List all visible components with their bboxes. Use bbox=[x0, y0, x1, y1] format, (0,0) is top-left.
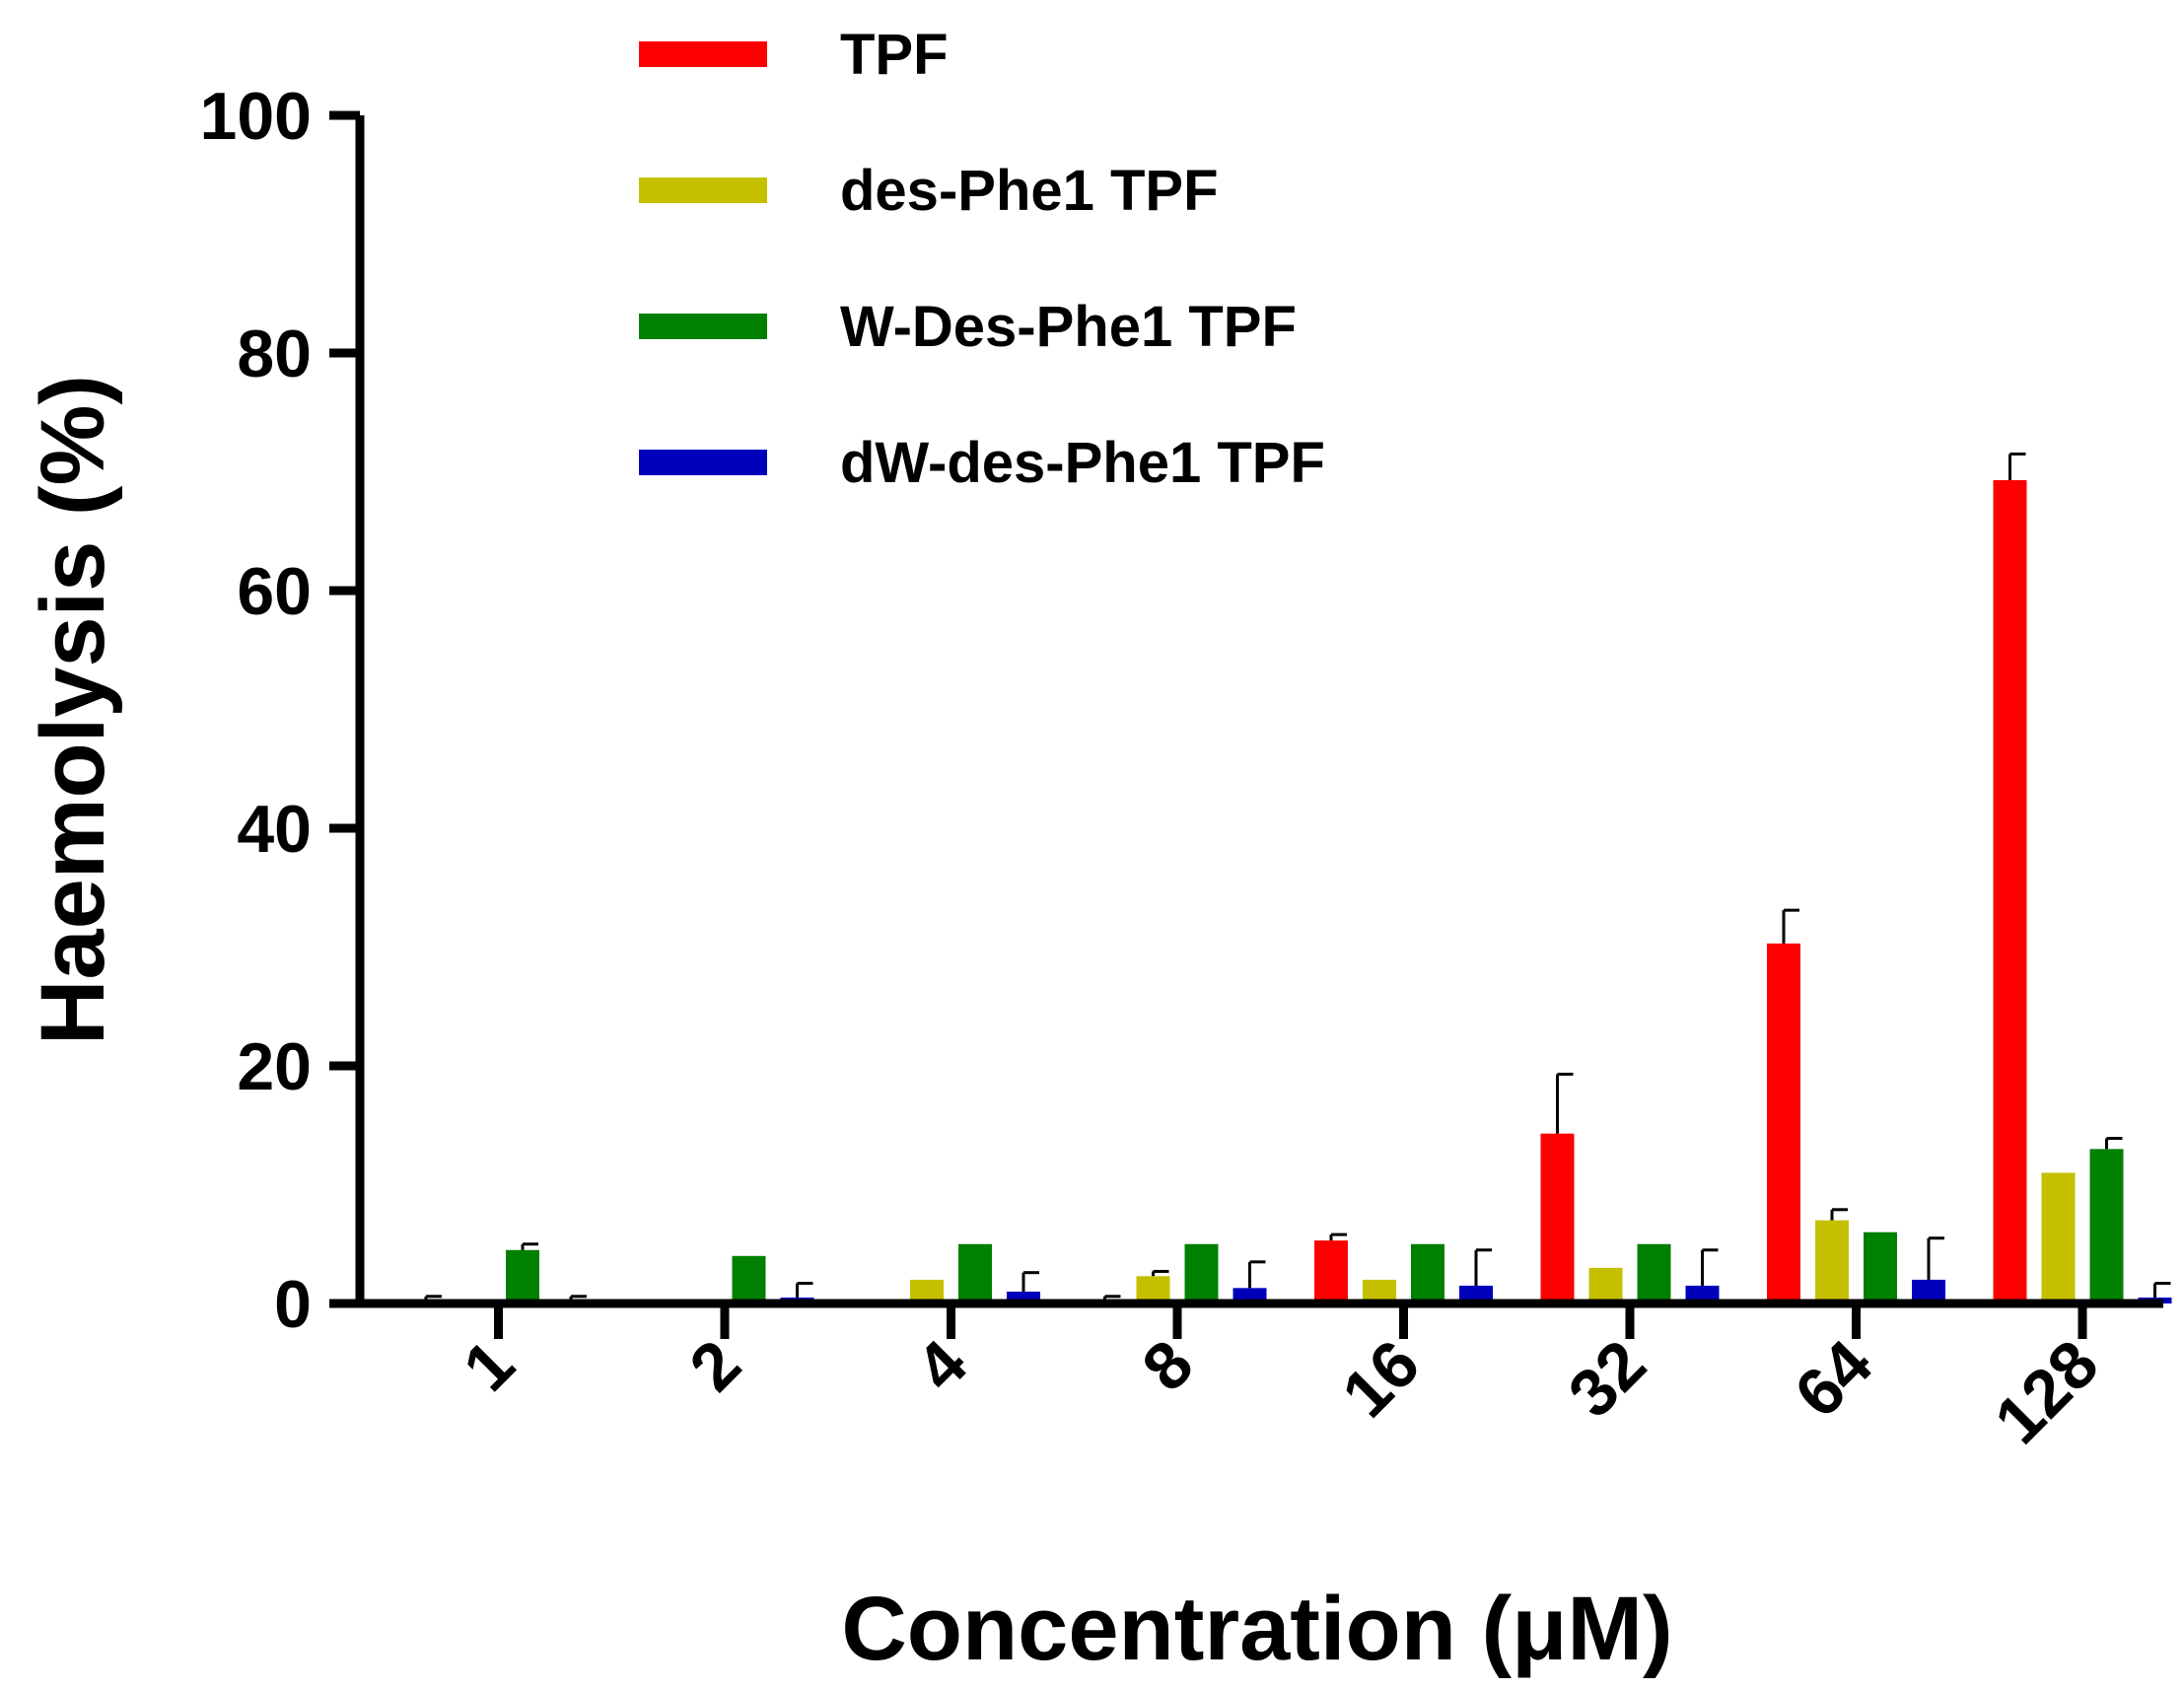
x-tick-label: 4 bbox=[902, 1326, 982, 1406]
y-ticks: 0 20 40 60 80 100 bbox=[200, 79, 360, 1342]
bar bbox=[1637, 1243, 1671, 1303]
y-tick-label: 80 bbox=[237, 317, 312, 391]
legend: TPF des-Phe1 TPF W-Des-Phe1 TPF dW-des-Phe1… bbox=[639, 23, 1325, 495]
bar bbox=[506, 1249, 539, 1303]
y-tick-label: 100 bbox=[200, 79, 312, 154]
x-tick-label: 32 bbox=[1554, 1326, 1659, 1432]
x-tick-label: 128 bbox=[1981, 1326, 2113, 1458]
legend-swatch bbox=[639, 314, 767, 339]
legend-swatch bbox=[639, 450, 767, 475]
bar bbox=[1864, 1232, 1897, 1303]
legend-label: dW-des-Phe1 TPF bbox=[840, 431, 1325, 495]
bar bbox=[1314, 1240, 1348, 1303]
bar bbox=[2089, 1149, 2124, 1303]
bar bbox=[2041, 1172, 2076, 1303]
legend-label: des-Phe1 TPF bbox=[840, 159, 1219, 223]
x-tick-label: 1 bbox=[450, 1326, 528, 1405]
bar bbox=[1815, 1220, 1849, 1303]
axes-layer bbox=[355, 115, 2163, 1308]
legend-label: W-Des-Phe1 TPF bbox=[840, 295, 1297, 359]
bar bbox=[1184, 1243, 1219, 1303]
legend-swatch bbox=[639, 41, 767, 67]
bar bbox=[958, 1243, 992, 1303]
legend-label: TPF bbox=[840, 23, 949, 87]
x-tick-label: 16 bbox=[1328, 1326, 1434, 1432]
bar bbox=[1459, 1285, 1493, 1303]
x-axis-title: Concentration (μM) bbox=[841, 1579, 1672, 1679]
x-tick-label: 64 bbox=[1781, 1326, 1886, 1432]
x-tick-label: 2 bbox=[675, 1326, 754, 1405]
bar bbox=[732, 1255, 766, 1303]
bar bbox=[1993, 479, 2027, 1303]
legend-swatch bbox=[639, 177, 767, 203]
x-ticks: 1 2 4 8 16 32 64 128 bbox=[450, 1303, 2113, 1458]
bar bbox=[1685, 1285, 1720, 1303]
y-axis-title: Haemolysis (%) bbox=[23, 375, 123, 1045]
bar bbox=[1136, 1276, 1170, 1303]
bars-layer bbox=[409, 452, 2172, 1303]
y-tick-label: 20 bbox=[237, 1029, 312, 1104]
bar bbox=[1411, 1243, 1444, 1303]
bar bbox=[1767, 943, 1800, 1303]
x-tick-label: 8 bbox=[1128, 1326, 1207, 1405]
y-tick-label: 0 bbox=[274, 1267, 312, 1342]
y-tick-label: 60 bbox=[237, 554, 312, 629]
bar bbox=[1588, 1267, 1623, 1303]
bar bbox=[1540, 1133, 1575, 1303]
y-tick-label: 40 bbox=[237, 792, 312, 867]
